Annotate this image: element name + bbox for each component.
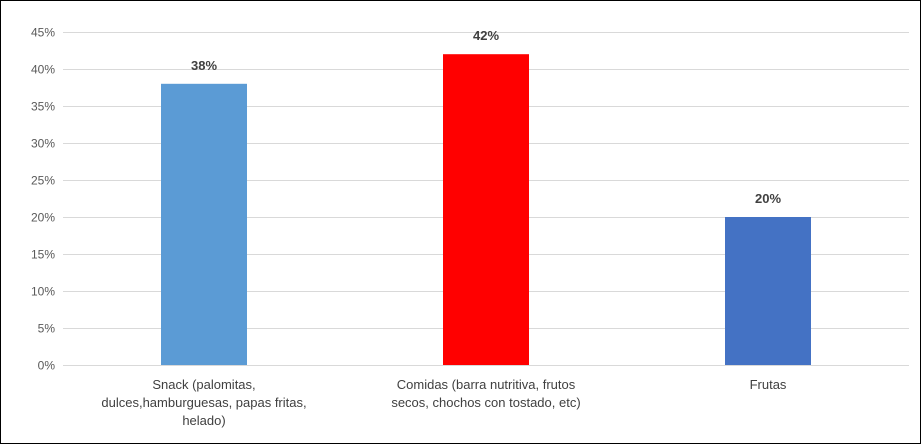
bar-3 xyxy=(725,217,811,365)
category-label-2-line-2: secos, chochos con tostado, etc) xyxy=(391,395,580,410)
category-label-2: Comidas (barra nutritiva, frutos secos, c… xyxy=(391,377,580,410)
category-label-1-line-3: helado) xyxy=(182,413,225,428)
y-tick-label-5: 5% xyxy=(38,322,56,336)
y-tick-label-15: 15% xyxy=(31,248,55,262)
y-tick-label-25: 25% xyxy=(31,174,55,188)
category-label-1-line-2: dulces,hamburguesas, papas fritas, xyxy=(101,395,306,410)
category-label-3: Frutas xyxy=(750,377,787,392)
category-label-1-line-1: Snack (palomitas, xyxy=(152,377,255,392)
y-tick-label-40: 40% xyxy=(31,63,55,77)
bars xyxy=(161,54,811,366)
y-axis-tick-labels: 0% 5% 10% 15% 20% 25% 30% 35% 40% 45% xyxy=(31,26,55,373)
y-tick-label-45: 45% xyxy=(31,26,55,40)
y-tick-label-20: 20% xyxy=(31,211,55,225)
bar-2 xyxy=(443,54,529,365)
category-labels: Snack (palomitas, dulces,hamburguesas, pa… xyxy=(101,377,787,428)
category-label-2-line-1: Comidas (barra nutritiva, frutos xyxy=(397,377,576,392)
bar-1 xyxy=(161,83,247,366)
data-labels: 38% 42% 20% xyxy=(191,28,781,206)
y-tick-label-10: 10% xyxy=(31,285,55,299)
y-tick-label-35: 35% xyxy=(31,100,55,114)
data-label-2: 42% xyxy=(473,28,499,43)
category-label-3-line-1: Frutas xyxy=(750,377,787,392)
data-label-3: 20% xyxy=(755,191,781,206)
data-label-1: 38% xyxy=(191,58,217,73)
y-tick-label-30: 30% xyxy=(31,137,55,151)
category-label-1: Snack (palomitas, dulces,hamburguesas, pa… xyxy=(101,377,306,428)
y-tick-label-0: 0% xyxy=(38,359,56,373)
